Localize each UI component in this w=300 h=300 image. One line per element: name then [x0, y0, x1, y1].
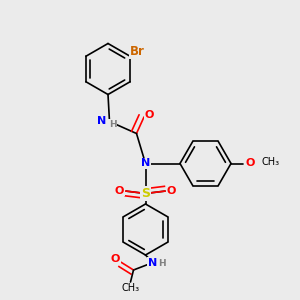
Text: O: O	[145, 110, 154, 120]
Text: O: O	[167, 185, 176, 196]
Text: O: O	[115, 185, 124, 196]
Text: N: N	[98, 116, 106, 127]
Text: H: H	[158, 260, 166, 268]
Text: N: N	[141, 158, 150, 169]
Text: H: H	[109, 120, 116, 129]
Text: S: S	[141, 187, 150, 200]
Text: Br: Br	[130, 45, 145, 58]
Text: CH₃: CH₃	[262, 157, 280, 167]
Text: CH₃: CH₃	[122, 283, 140, 293]
Text: O: O	[111, 254, 120, 265]
Text: O: O	[246, 158, 255, 169]
Text: N: N	[148, 257, 158, 268]
